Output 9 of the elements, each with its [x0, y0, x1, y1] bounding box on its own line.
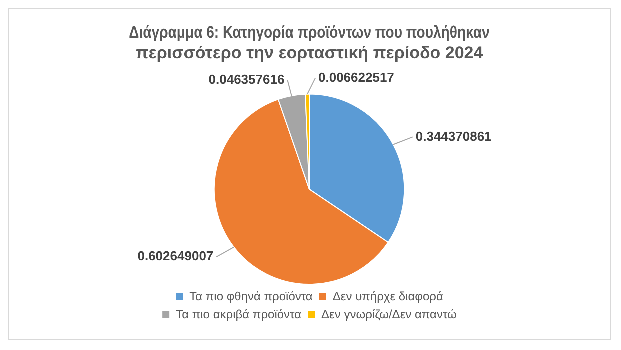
legend-label: Τα πιο φθηνά προϊόντα	[190, 289, 313, 304]
legend-label: Τα πιο ακριβά προϊόντα	[176, 307, 302, 322]
legend-label: Δεν γνωρίζω/Δεν απαντώ	[322, 307, 457, 322]
data-label: 0.046357616	[208, 72, 285, 87]
data-label: 0.344370861	[416, 128, 492, 144]
data-label: 0.006622517	[318, 70, 394, 85]
legend-label: Δεν υπήρχε διαφορά	[332, 289, 444, 304]
data-label: 0.602649007	[138, 248, 214, 264]
chart-title: Διάγραμμα 6: Κατηγορία προϊόντων που πουλήθηκαν περισσότερο την εορταστική περίοδο 2024	[129, 24, 490, 62]
